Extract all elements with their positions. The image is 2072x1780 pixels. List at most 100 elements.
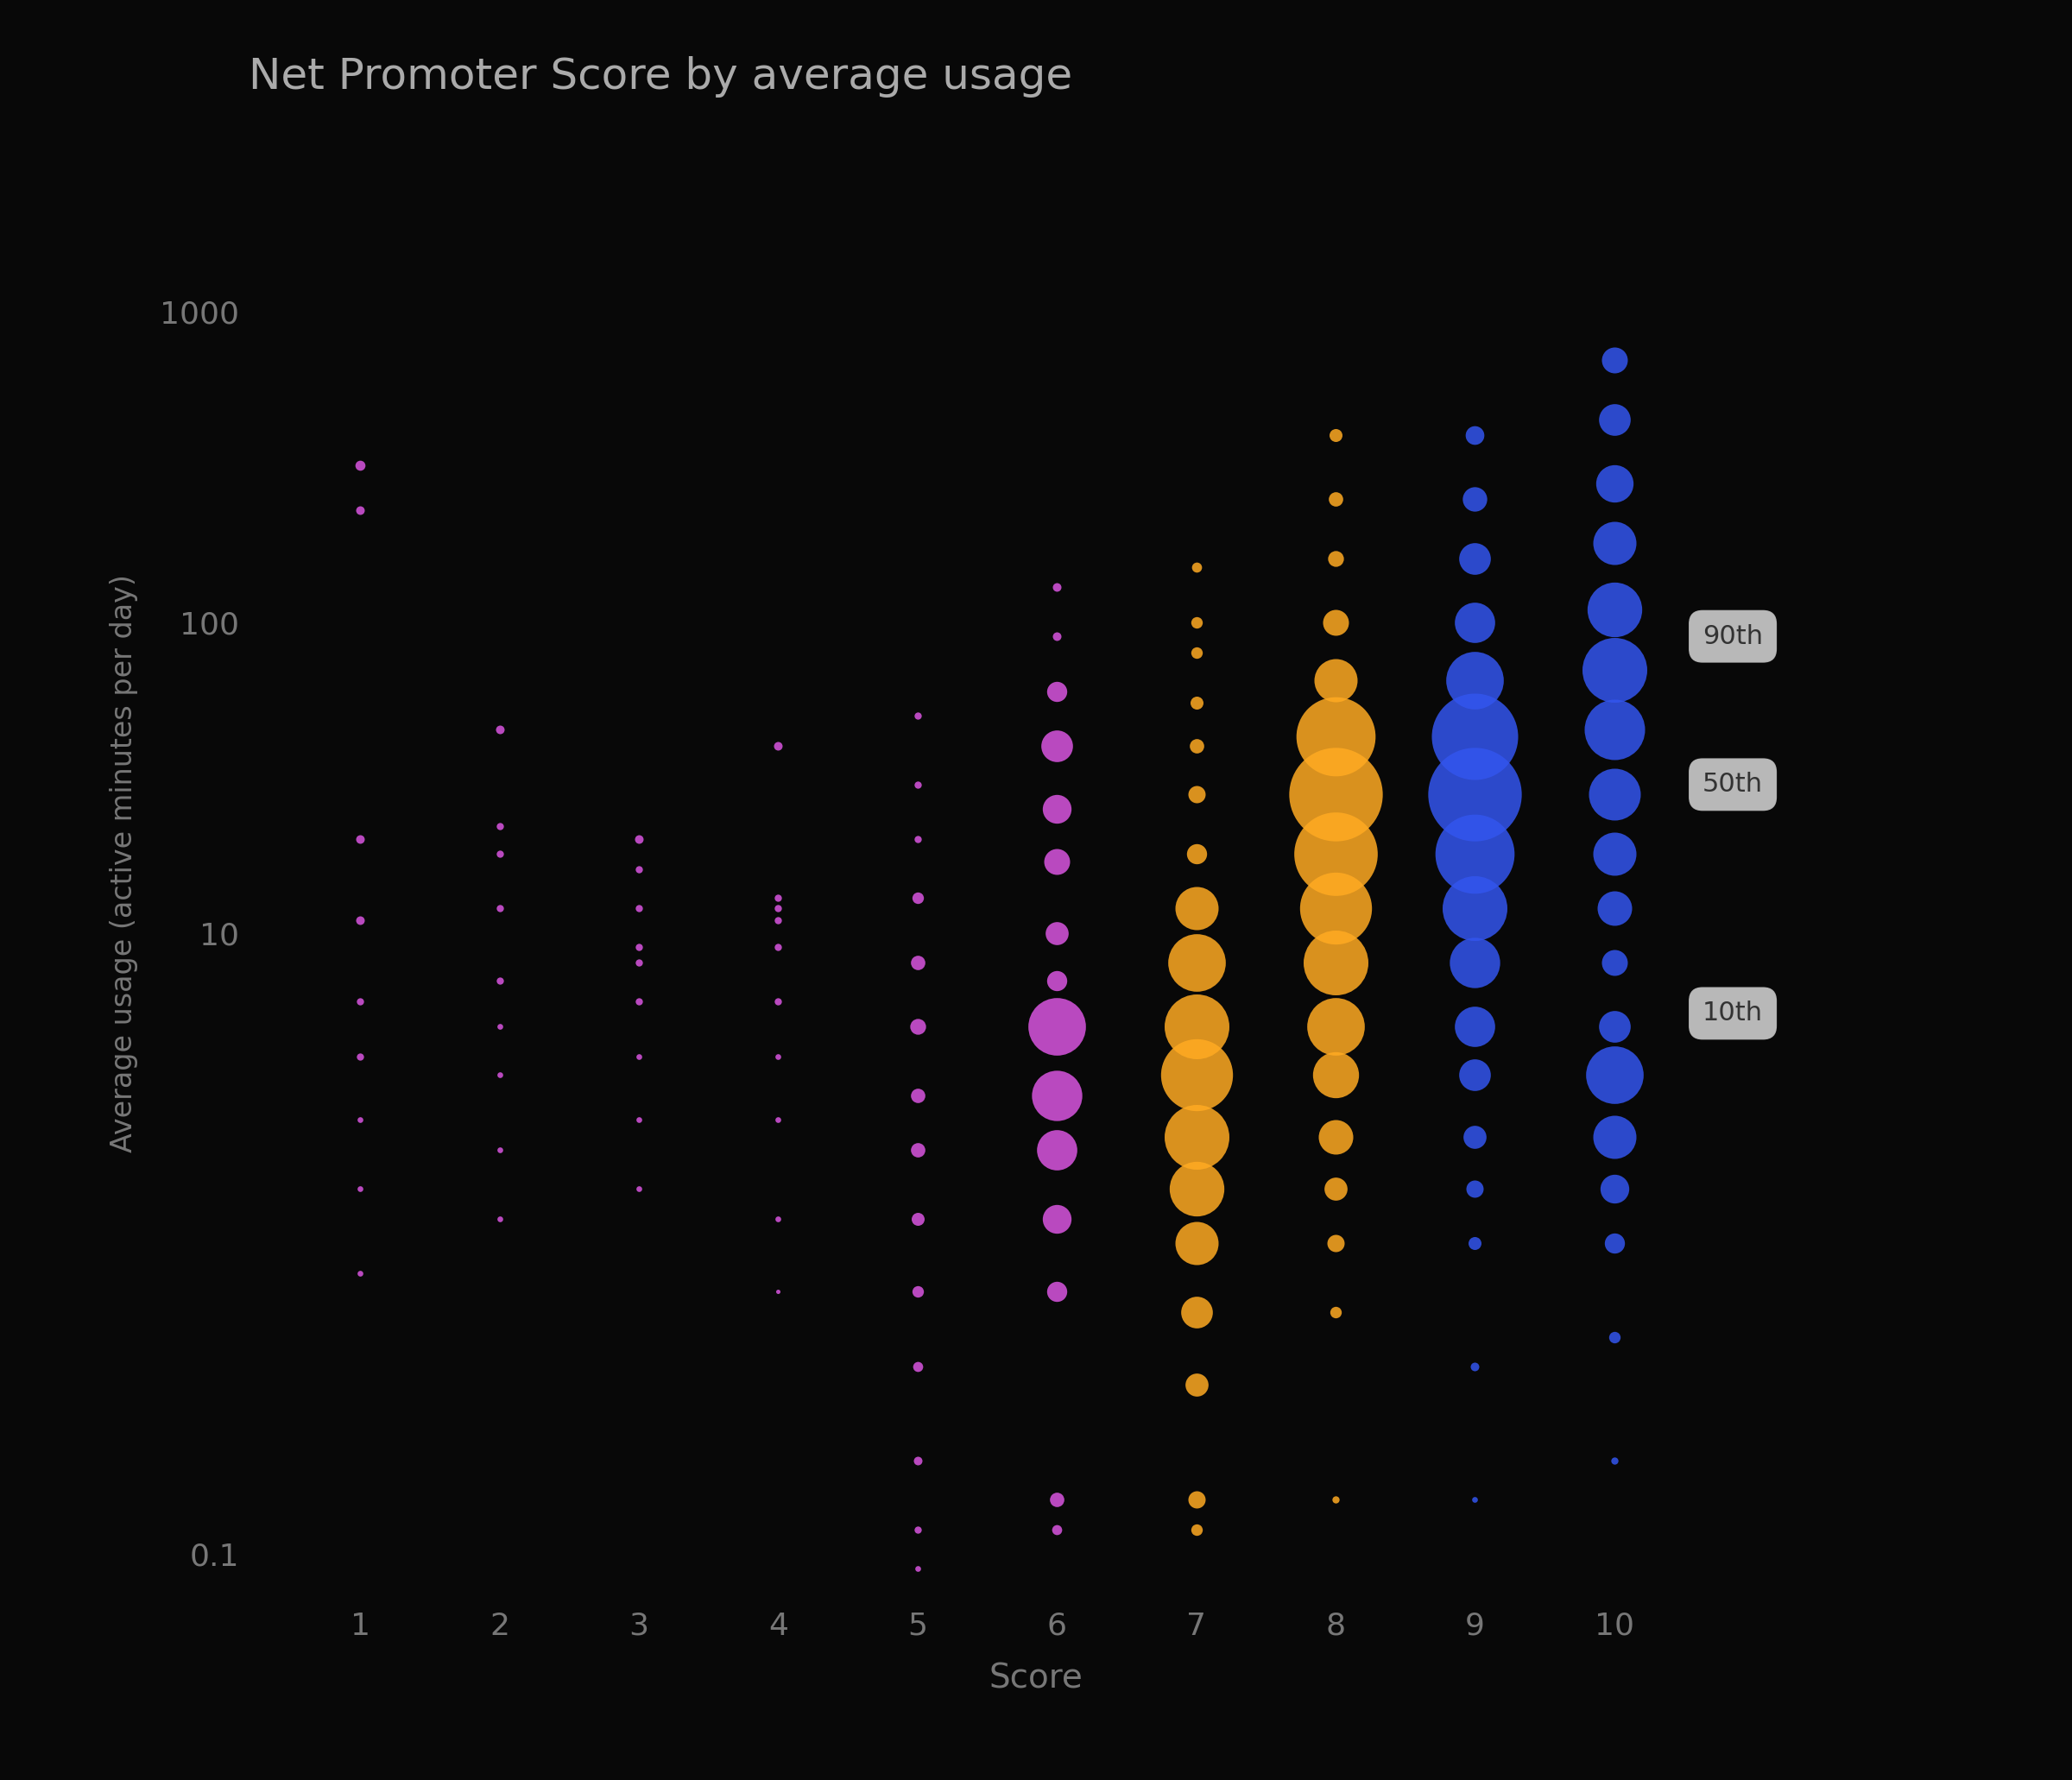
Point <box>1179 1298 1212 1326</box>
Point <box>1459 838 1492 867</box>
Point <box>344 1105 377 1134</box>
Point <box>483 716 516 744</box>
Point <box>1040 796 1073 824</box>
Point <box>1320 545 1353 573</box>
Point <box>1459 1123 1492 1152</box>
Text: 10th: 10th <box>1703 1000 1763 1025</box>
Point <box>1459 1228 1492 1257</box>
Point <box>1320 609 1353 637</box>
Point <box>1040 623 1073 651</box>
Point <box>1459 609 1492 637</box>
Point <box>1320 1485 1353 1513</box>
Point <box>1179 732 1212 760</box>
Point <box>1598 1228 1631 1257</box>
Point <box>1459 780 1492 808</box>
Point <box>1040 847 1073 876</box>
Point <box>483 1205 516 1234</box>
Point <box>1320 894 1353 922</box>
Point <box>1598 657 1631 685</box>
Point <box>1320 1013 1353 1041</box>
Point <box>1320 484 1353 513</box>
Point <box>1598 406 1631 434</box>
Text: 90th: 90th <box>1703 623 1763 650</box>
Point <box>1598 894 1631 922</box>
Point <box>1040 1080 1073 1109</box>
Point <box>622 824 655 853</box>
Point <box>483 1136 516 1164</box>
Text: Net Promoter Score by average usage: Net Promoter Score by average usage <box>249 55 1073 98</box>
Point <box>1179 637 1212 666</box>
Point <box>1320 838 1353 867</box>
Point <box>1459 545 1492 573</box>
Point <box>622 1175 655 1203</box>
Point <box>1459 420 1492 449</box>
Point <box>622 933 655 961</box>
Point <box>1320 780 1353 808</box>
Point <box>1598 1013 1631 1041</box>
Point <box>622 894 655 922</box>
Point <box>1598 1445 1631 1474</box>
Point <box>762 988 796 1016</box>
Point <box>1179 1371 1212 1399</box>
Point <box>901 1445 934 1474</box>
Point <box>1179 949 1212 977</box>
Point <box>901 1013 934 1041</box>
Point <box>344 906 377 934</box>
Point <box>1179 1485 1212 1513</box>
Point <box>762 894 796 922</box>
Point <box>1320 949 1353 977</box>
Point <box>762 933 796 961</box>
Point <box>901 1136 934 1164</box>
Point <box>1179 1515 1212 1543</box>
Point <box>1040 918 1073 947</box>
Point <box>762 906 796 934</box>
Point <box>1320 721 1353 749</box>
Point <box>1179 554 1212 582</box>
Point <box>1459 1013 1492 1041</box>
Point <box>1179 1061 1212 1089</box>
Point <box>1459 949 1492 977</box>
Point <box>1598 345 1631 374</box>
Point <box>1598 470 1631 498</box>
Point <box>1179 609 1212 637</box>
Point <box>344 988 377 1016</box>
Point <box>901 1205 934 1234</box>
Point <box>901 1353 934 1381</box>
Point <box>1598 716 1631 744</box>
Point <box>762 732 796 760</box>
Point <box>1459 894 1492 922</box>
Point <box>1179 689 1212 717</box>
Point <box>622 1041 655 1070</box>
Point <box>1459 1175 1492 1203</box>
Point <box>1040 1515 1073 1543</box>
Point <box>1040 732 1073 760</box>
Point <box>483 967 516 995</box>
Point <box>483 838 516 867</box>
Y-axis label: Average usage (active minutes per day): Average usage (active minutes per day) <box>110 575 139 1152</box>
Point <box>762 1105 796 1134</box>
Point <box>1040 1278 1073 1307</box>
Point <box>1179 1175 1212 1203</box>
Point <box>901 771 934 799</box>
Point <box>1179 1123 1212 1152</box>
Point <box>1459 1353 1492 1381</box>
Point <box>1598 1323 1631 1351</box>
Point <box>483 812 516 840</box>
Point <box>483 894 516 922</box>
Point <box>1040 676 1073 705</box>
Point <box>344 1258 377 1287</box>
Point <box>1040 967 1073 995</box>
Point <box>1598 1175 1631 1203</box>
Point <box>1459 1061 1492 1089</box>
Point <box>1320 420 1353 449</box>
Point <box>1459 666 1492 694</box>
Point <box>901 1278 934 1307</box>
Point <box>1598 949 1631 977</box>
Point <box>483 1061 516 1089</box>
Point <box>1598 595 1631 623</box>
Point <box>1320 1228 1353 1257</box>
Point <box>1179 1228 1212 1257</box>
Point <box>901 824 934 853</box>
Point <box>1179 780 1212 808</box>
Point <box>1179 1013 1212 1041</box>
